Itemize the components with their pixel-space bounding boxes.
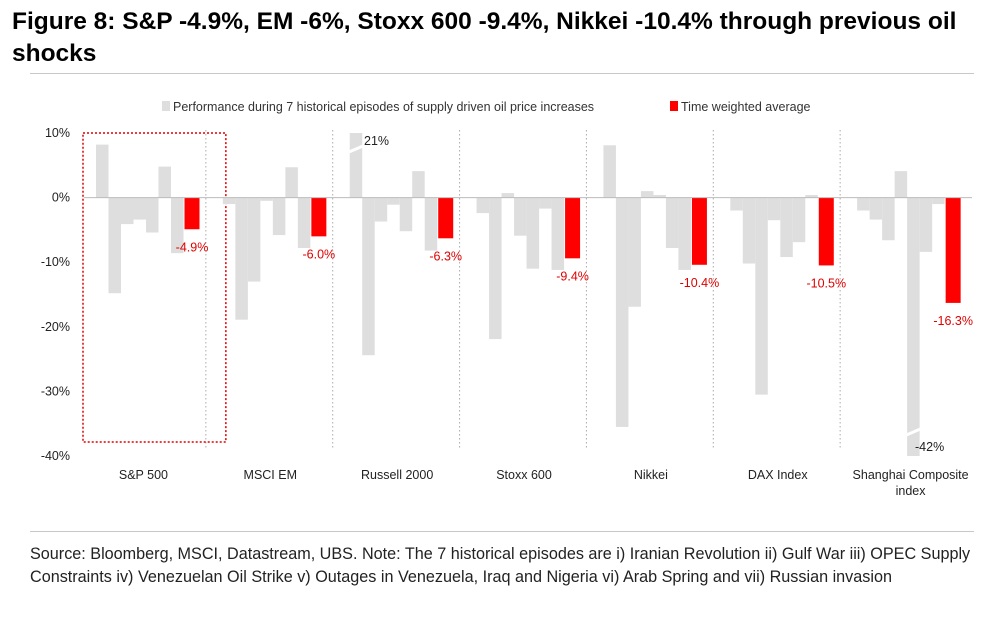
y-tick-label: -40%: [41, 449, 70, 463]
average-value-label: -9.4%: [556, 269, 589, 283]
episode-bar: [349, 133, 363, 198]
episode-bar: [767, 197, 781, 221]
category-label: Russell 2000: [361, 468, 433, 482]
highlight-box: [82, 132, 227, 443]
episode-bar: [171, 197, 184, 254]
source-note: Source: Bloomberg, MSCI, Datastream, UBS…: [30, 545, 971, 586]
episode-bar: [222, 197, 236, 205]
axis-break-mark: [903, 426, 924, 438]
average-bar: [311, 197, 327, 237]
category-label-line1: Shanghai Composite: [853, 468, 969, 482]
episode-bar: [628, 197, 641, 307]
category-label-line2: index: [896, 484, 927, 498]
average-bar: [438, 197, 454, 239]
average-value-label: -10.4%: [680, 276, 720, 290]
episode-bar: [932, 197, 945, 205]
episode-bar: [792, 197, 806, 243]
episode-bar: [653, 195, 666, 198]
episode-bar: [894, 171, 908, 198]
episode-bar: [501, 193, 515, 198]
legend-swatch-average: [670, 101, 678, 111]
episode-bar: [857, 197, 870, 211]
episode-bar: [133, 197, 146, 220]
average-bar: [945, 197, 961, 303]
episode-bar: [514, 197, 527, 236]
episode-bar: [235, 197, 248, 320]
y-tick-label: -30%: [41, 384, 70, 398]
episode-bar: [755, 197, 768, 395]
title-divider: [30, 73, 974, 74]
legend-label-average: Time weighted average: [681, 100, 811, 114]
legend-label-episodes: Performance during 7 historical episodes…: [173, 100, 594, 114]
truncated-value-label: -42%: [915, 440, 944, 454]
episode-bar: [730, 197, 743, 211]
episode-bar: [108, 197, 121, 294]
average-value-label: -6.3%: [429, 249, 462, 263]
episode-bar: [399, 197, 413, 232]
episode-bar: [526, 197, 540, 269]
episode-bar: [412, 171, 425, 198]
legend-swatch-episodes: [162, 101, 170, 111]
episode-bar: [374, 197, 388, 222]
episode-bar: [297, 197, 311, 248]
average-bar: [184, 197, 200, 230]
episode-bar: [121, 197, 134, 225]
episode-bar: [146, 197, 159, 233]
episode-bar: [551, 197, 565, 270]
y-tick-label: -20%: [41, 320, 70, 334]
y-tick-label: -10%: [41, 255, 70, 269]
episode-bar: [387, 197, 400, 205]
episode-bar: [882, 197, 895, 241]
y-tick-label: 0%: [52, 191, 70, 205]
average-value-label: -10.5%: [806, 276, 846, 290]
source-divider: [30, 531, 974, 532]
truncated-value-label: 21%: [364, 134, 389, 148]
episode-bar: [272, 197, 286, 236]
episode-bar: [678, 197, 691, 270]
episode-bar: [665, 197, 679, 248]
bar-chart: Performance during 7 historical episodes…: [41, 100, 973, 498]
category-label: DAX Index: [748, 468, 809, 482]
episode-bar: [780, 197, 793, 258]
episode-bar: [489, 197, 502, 340]
episode-bar: [869, 197, 883, 220]
episode-bar: [158, 166, 171, 198]
category-label: S&P 500: [119, 468, 168, 482]
episode-bar: [907, 197, 920, 456]
average-bar: [691, 197, 707, 265]
category-label: Stoxx 600: [496, 468, 552, 482]
average-value-label: -16.3%: [933, 314, 973, 328]
episode-bar: [539, 197, 552, 209]
episode-bar: [615, 197, 629, 427]
episode-bar: [603, 145, 616, 198]
axis-break-mark: [346, 143, 366, 155]
average-bar: [565, 197, 581, 259]
episode-bar: [247, 197, 261, 282]
episode-bar: [362, 197, 375, 356]
y-tick-label: 10%: [45, 126, 70, 140]
episode-bar: [640, 191, 654, 198]
episode-bar: [919, 197, 933, 252]
average-bar: [818, 197, 834, 266]
average-value-label: -4.9%: [176, 240, 209, 254]
episode-bar: [260, 197, 273, 201]
figure-title: Figure 8: S&P -4.9%, EM -6%, Stoxx 600 -…: [12, 8, 957, 67]
episode-bar: [742, 197, 756, 264]
episode-bar: [285, 167, 298, 198]
category-label: MSCI EM: [244, 468, 297, 482]
episode-bar: [424, 197, 438, 251]
episode-bar: [96, 144, 109, 198]
episode-bar: [476, 197, 490, 214]
average-value-label: -6.0%: [303, 247, 336, 261]
episode-bar: [805, 195, 818, 198]
category-label: Nikkei: [634, 468, 668, 482]
